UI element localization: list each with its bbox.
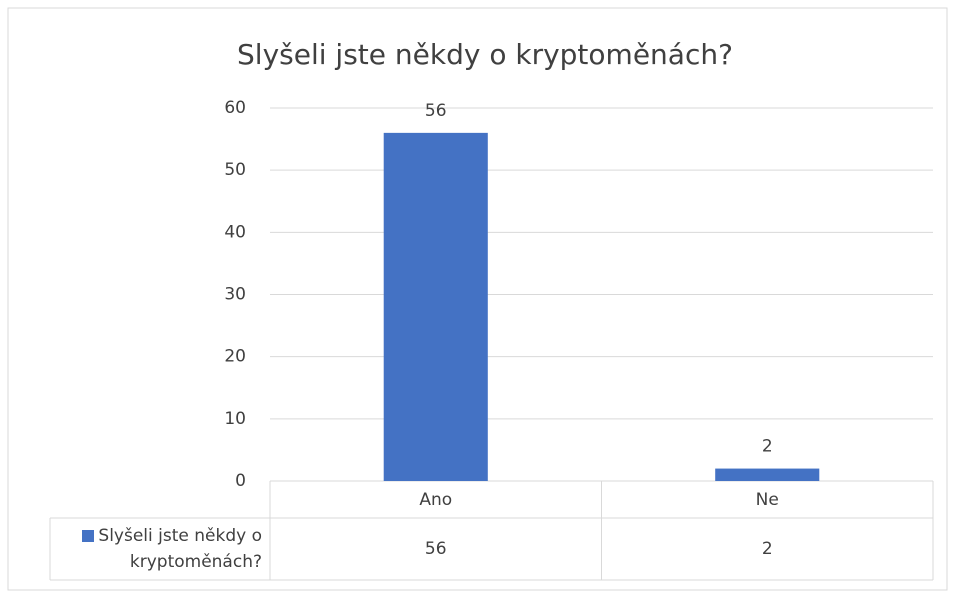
y-tick-label: 50 xyxy=(224,160,246,180)
y-tick-label: 30 xyxy=(224,285,246,305)
data-label: 2 xyxy=(762,437,773,457)
bar xyxy=(383,132,488,481)
table-value: 2 xyxy=(762,539,773,559)
legend-swatch xyxy=(82,530,95,542)
y-tick-label: 0 xyxy=(235,471,246,491)
y-tick-label: 60 xyxy=(224,98,246,118)
legend-entry: Slyšeli jste někdy o kryptoměnách? xyxy=(50,518,270,580)
y-tick-label: 20 xyxy=(224,347,246,367)
y-tick-label: 10 xyxy=(224,409,246,429)
legend-label: Slyšeli jste někdy o kryptoměnách? xyxy=(98,526,262,572)
data-label: 56 xyxy=(425,101,447,121)
y-tick-label: 40 xyxy=(224,222,246,242)
legend-cell: Slyšeli jste někdy o kryptoměnách? xyxy=(50,518,270,580)
table-value: 56 xyxy=(425,539,447,559)
x-tick-label: Ne xyxy=(756,490,779,510)
x-tick-label: Ano xyxy=(419,490,452,510)
bar xyxy=(715,468,820,481)
chart-title: Slyšeli jste někdy o kryptoměnách? xyxy=(237,38,733,71)
